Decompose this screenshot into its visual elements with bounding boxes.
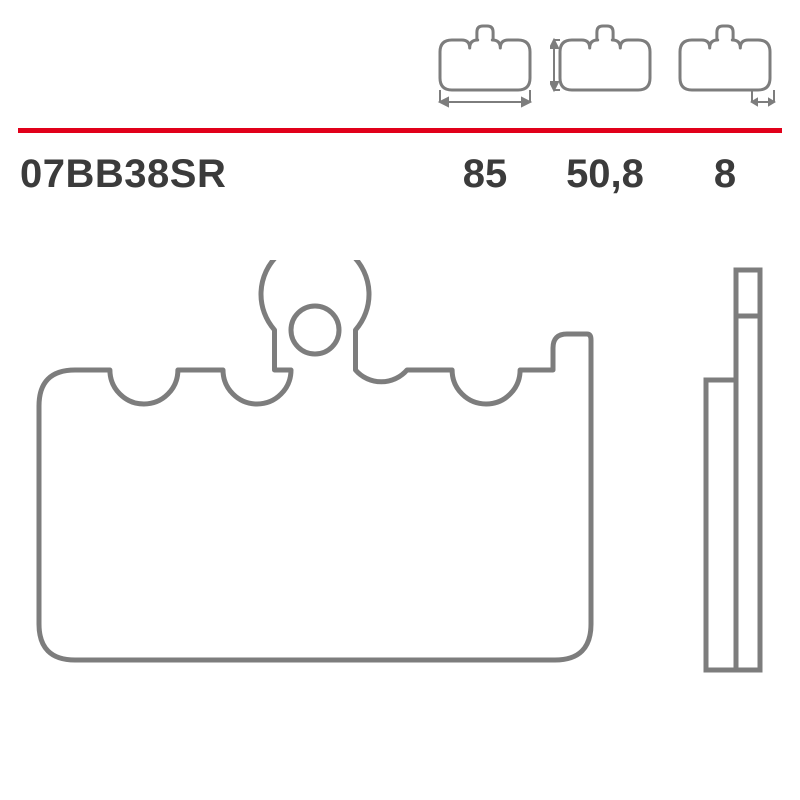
brake-pad-side-view <box>650 260 770 680</box>
dim-width: 85 <box>430 152 540 197</box>
brake-pad-front-view <box>25 260 605 680</box>
spec-row: 07BB38SR 85 50,8 8 <box>0 152 800 202</box>
thickness-dimension-icon <box>670 22 780 112</box>
diagram-stage: 07BB38SR 85 50,8 8 <box>0 0 800 800</box>
divider-rule <box>18 128 782 133</box>
part-number: 07BB38SR <box>20 152 226 197</box>
dim-thick: 8 <box>670 152 780 197</box>
width-dimension-icon <box>430 22 540 112</box>
height-dimension-icon <box>550 22 660 112</box>
dim-height: 50,8 <box>550 152 660 197</box>
